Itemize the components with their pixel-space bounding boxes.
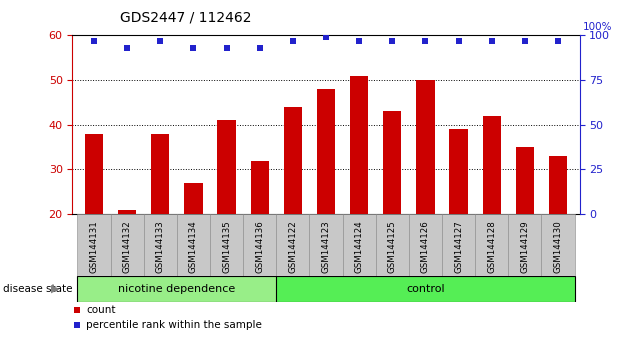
Point	[454, 38, 464, 44]
Bar	[343, 214, 375, 276]
Point	[222, 45, 232, 51]
Text: GSM144130: GSM144130	[554, 220, 563, 273]
Bar	[442, 214, 475, 276]
Point	[553, 38, 563, 44]
Bar	[508, 214, 541, 276]
Text: control: control	[406, 284, 445, 294]
Bar	[151, 134, 169, 214]
Bar	[177, 214, 210, 276]
Bar	[483, 116, 501, 214]
Bar	[77, 214, 111, 276]
Bar	[516, 147, 534, 214]
Text: GDS2447 / 112462: GDS2447 / 112462	[120, 11, 251, 25]
Bar	[243, 214, 277, 276]
Bar	[350, 76, 369, 214]
Text: GSM144125: GSM144125	[388, 220, 397, 273]
Bar	[541, 214, 575, 276]
Text: GSM144134: GSM144134	[189, 220, 198, 273]
Point	[354, 38, 364, 44]
Point	[89, 38, 99, 44]
Text: GSM144122: GSM144122	[289, 220, 297, 273]
Bar	[449, 129, 467, 214]
Bar	[284, 107, 302, 214]
Bar	[375, 214, 409, 276]
Bar	[118, 210, 136, 214]
Text: GSM144127: GSM144127	[454, 220, 463, 273]
Bar	[549, 156, 567, 214]
Bar	[475, 214, 508, 276]
Point	[487, 38, 497, 44]
Bar	[144, 214, 177, 276]
Bar	[210, 214, 243, 276]
Text: GSM144128: GSM144128	[487, 220, 496, 273]
Bar	[251, 160, 269, 214]
Bar	[383, 112, 401, 214]
Text: GSM144132: GSM144132	[123, 220, 132, 273]
Text: ▶: ▶	[51, 284, 60, 294]
Text: 100%: 100%	[583, 22, 612, 32]
Text: GSM144131: GSM144131	[89, 220, 98, 273]
Point	[72, 322, 82, 328]
Bar	[416, 80, 435, 214]
Point	[387, 38, 398, 44]
Point	[520, 38, 530, 44]
Bar	[217, 120, 236, 214]
Point	[420, 38, 430, 44]
Text: GSM144129: GSM144129	[520, 220, 529, 273]
Text: percentile rank within the sample: percentile rank within the sample	[86, 320, 262, 330]
Text: GSM144124: GSM144124	[355, 220, 364, 273]
Text: GSM144135: GSM144135	[222, 220, 231, 273]
Bar	[317, 89, 335, 214]
Point	[288, 38, 298, 44]
Bar	[77, 276, 277, 302]
Bar	[111, 214, 144, 276]
Text: count: count	[86, 305, 116, 315]
Point	[155, 38, 165, 44]
Text: disease state: disease state	[3, 284, 72, 294]
Text: nicotine dependence: nicotine dependence	[118, 284, 236, 294]
Text: GSM144126: GSM144126	[421, 220, 430, 273]
Point	[188, 45, 198, 51]
Bar	[185, 183, 203, 214]
Text: GSM144133: GSM144133	[156, 220, 165, 273]
Point	[72, 307, 82, 313]
Text: GSM144123: GSM144123	[321, 220, 331, 273]
Point	[255, 45, 265, 51]
Bar	[309, 214, 343, 276]
Text: GSM144136: GSM144136	[255, 220, 264, 273]
Bar	[85, 134, 103, 214]
Point	[321, 34, 331, 40]
Bar	[277, 214, 309, 276]
Bar	[409, 214, 442, 276]
Bar	[277, 276, 575, 302]
Point	[122, 45, 132, 51]
